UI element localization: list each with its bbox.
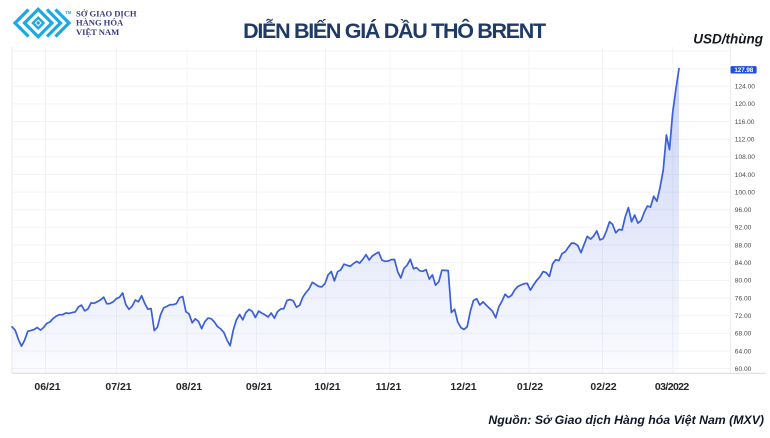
svg-text:10/21: 10/21 xyxy=(314,381,340,393)
svg-text:07/21: 07/21 xyxy=(105,381,131,393)
svg-text:11/21: 11/21 xyxy=(376,381,402,393)
svg-text:TM: TM xyxy=(65,10,72,15)
svg-text:SỞ GIAO DỊCH: SỞ GIAO DỊCH xyxy=(76,8,137,18)
svg-text:60.00: 60.00 xyxy=(735,366,752,373)
svg-text:104.00: 104.00 xyxy=(735,172,756,179)
svg-text:Nguồn: Sở Giao dịch Hàng hóa V: Nguồn: Sở Giao dịch Hàng hóa Việt Nam (M… xyxy=(488,413,764,427)
svg-text:09/21: 09/21 xyxy=(246,381,272,393)
svg-text:06/21: 06/21 xyxy=(34,381,60,393)
svg-text:127.98: 127.98 xyxy=(734,67,753,74)
svg-text:92.00: 92.00 xyxy=(735,225,752,232)
svg-text:96.00: 96.00 xyxy=(735,207,752,214)
svg-text:68.00: 68.00 xyxy=(735,331,752,338)
svg-text:124.00: 124.00 xyxy=(735,84,756,91)
svg-text:88.00: 88.00 xyxy=(735,242,752,249)
svg-text:100.00: 100.00 xyxy=(735,189,756,196)
svg-text:112.00: 112.00 xyxy=(735,137,755,144)
svg-text:DIỄN BIẾN GIÁ DẦU THÔ BRENT: DIỄN BIẾN GIÁ DẦU THÔ BRENT xyxy=(243,17,546,43)
svg-text:HÀNG HÓA: HÀNG HÓA xyxy=(76,18,124,28)
svg-text:02/22: 02/22 xyxy=(590,381,616,393)
svg-text:01/22: 01/22 xyxy=(517,381,543,393)
svg-text:72.00: 72.00 xyxy=(735,313,752,320)
svg-text:VIỆT NAM: VIỆT NAM xyxy=(76,27,119,37)
svg-text:08/21: 08/21 xyxy=(176,381,202,393)
svg-text:64.00: 64.00 xyxy=(735,348,752,355)
svg-text:84.00: 84.00 xyxy=(735,260,752,267)
svg-text:80.00: 80.00 xyxy=(735,278,752,285)
svg-text:03/2022: 03/2022 xyxy=(655,381,690,393)
svg-text:12/21: 12/21 xyxy=(450,381,476,393)
svg-text:120.00: 120.00 xyxy=(735,101,756,108)
svg-text:116.00: 116.00 xyxy=(735,119,755,126)
svg-text:76.00: 76.00 xyxy=(735,295,752,302)
svg-text:USD/thùng: USD/thùng xyxy=(693,32,763,47)
svg-text:108.00: 108.00 xyxy=(735,154,756,161)
